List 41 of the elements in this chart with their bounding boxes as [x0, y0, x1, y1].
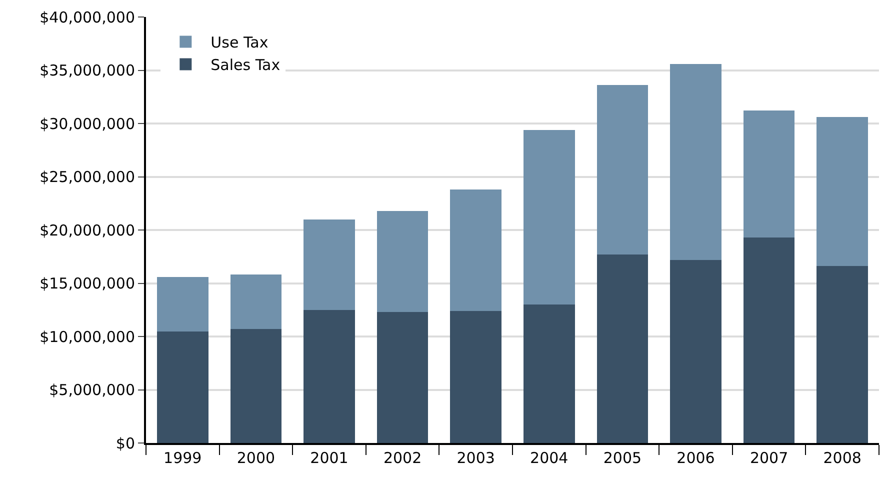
bar	[157, 276, 208, 332]
x-tick-label: 1999	[164, 449, 202, 467]
bar	[596, 85, 648, 254]
x-tick-label: 2002	[383, 449, 422, 467]
bar	[230, 329, 282, 443]
x-tick-label: 2004	[530, 449, 568, 467]
bar	[743, 237, 795, 443]
bar	[230, 274, 282, 330]
bar	[670, 260, 722, 443]
x-tick-label: 2000	[236, 449, 276, 467]
x-tick-label: 2005	[603, 449, 642, 467]
y-tick-label: $5,000,000	[49, 381, 135, 399]
y-tick-label: $20,000,000	[40, 221, 135, 240]
bar	[816, 266, 868, 443]
legend-label: Use Tax	[210, 34, 268, 52]
bar	[816, 117, 868, 266]
x-tick-label: 2007	[750, 449, 788, 467]
y-tick-label: $15,000,000	[40, 274, 135, 292]
bar	[304, 219, 355, 310]
y-tick-label: $35,000,000	[40, 62, 135, 80]
y-tick-label: $40,000,000	[40, 8, 135, 26]
y-tick-label: $0	[116, 434, 135, 452]
x-tick-label: 2003	[456, 449, 495, 467]
y-tick-label: $25,000,000	[40, 168, 135, 186]
bar	[376, 312, 428, 443]
bar	[524, 130, 575, 305]
legend-label: Sales Tax	[210, 56, 280, 74]
y-tick-label: $30,000,000	[40, 114, 135, 133]
bar	[376, 210, 428, 312]
bar	[524, 304, 575, 443]
bar	[304, 310, 355, 443]
bar	[670, 64, 722, 260]
x-tick-label: 2006	[676, 449, 715, 467]
bar	[743, 110, 795, 238]
bar	[450, 310, 502, 443]
x-tick-label: 2001	[310, 449, 348, 467]
bar	[450, 190, 502, 311]
x-tick-label: 2008	[823, 449, 862, 467]
y-tick-label: $10,000,000	[40, 328, 135, 346]
bar	[157, 332, 208, 443]
bar	[596, 254, 648, 443]
